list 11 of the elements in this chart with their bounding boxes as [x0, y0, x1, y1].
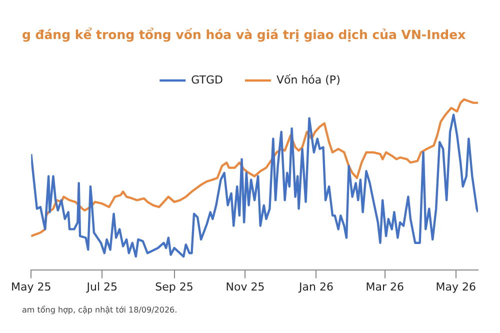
chart-title: g đáng kể trong tổng vốn hóa và giá trị giao dịch của VN-Index: [22, 26, 466, 42]
x-tick-label: May 26: [436, 280, 476, 294]
x-tick-label: Sep 25: [155, 280, 194, 294]
x-tick-label: Nov 25: [226, 280, 265, 294]
x-tick-label: Jul 25: [86, 280, 118, 294]
x-tick-label: May 25: [10, 280, 52, 294]
x-tick-label: Jan 26: [298, 280, 334, 294]
legend-label: GTGD: [191, 73, 223, 86]
legend-label: Vốn hóa (P): [276, 73, 340, 86]
text: am tổng hợp, cập nhật tới 18/09/2026.: [22, 305, 178, 314]
x-tick-label: Mar 26: [366, 280, 404, 294]
